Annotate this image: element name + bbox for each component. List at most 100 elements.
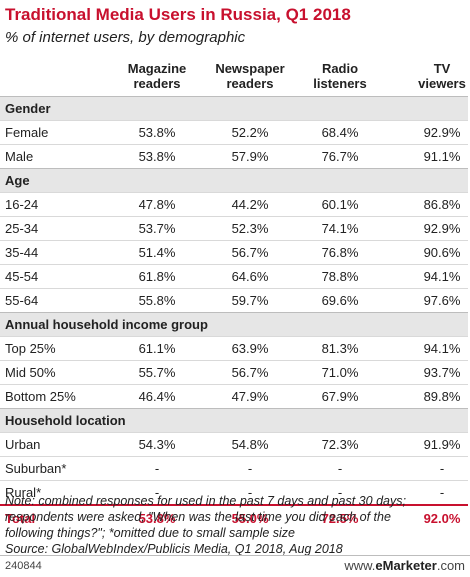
cell-magazine: 55.7% <box>98 360 194 385</box>
section-label: Annual household income group <box>0 312 468 337</box>
cell-newspaper: 63.9% <box>194 336 296 361</box>
cell-tv: 86.8% <box>376 192 468 217</box>
cell-magazine: - <box>98 456 194 481</box>
column-header-newspaper: Newspaper readers <box>194 55 296 97</box>
table-row: Urban 54.3% 54.8% 72.3% 91.9% <box>0 432 468 457</box>
section-header-row: Age <box>0 168 468 193</box>
cell-magazine: 53.8% <box>98 120 194 145</box>
cell-tv: 92.9% <box>376 216 468 241</box>
cell-tv: - <box>376 480 468 505</box>
cell-radio: 71.0% <box>296 360 376 385</box>
chart-note: Note: combined responses for used in the… <box>5 493 467 557</box>
column-header-line: readers <box>133 75 181 91</box>
section-label: Age <box>0 168 468 193</box>
cell-magazine: 61.8% <box>98 264 194 289</box>
cell-tv: 90.6% <box>376 240 468 265</box>
cell-radio: - <box>296 456 376 481</box>
cell-tv: - <box>376 456 468 481</box>
note-line: respondents were asked, "When was the la… <box>5 510 391 524</box>
cell-newspaper: 52.3% <box>194 216 296 241</box>
chart-footer: 240844 www.eMarketer.com <box>0 555 470 577</box>
table-row: Female 53.8% 52.2% 68.4% 92.9% <box>0 120 468 145</box>
cell-newspaper: 59.7% <box>194 288 296 313</box>
chart-title: Traditional Media Users in Russia, Q1 20… <box>5 5 351 24</box>
column-header-line: Radio <box>321 60 359 76</box>
row-label: 45-54 <box>0 264 98 289</box>
row-label-header <box>0 55 98 97</box>
chart-subtitle: % of internet users, by demographic <box>5 29 246 46</box>
section-header-row: Gender <box>0 96 468 121</box>
cell-newspaper: 56.7% <box>194 360 296 385</box>
cell-radio: 67.9% <box>296 384 376 409</box>
cell-magazine: 55.8% <box>98 288 194 313</box>
cell-tv: 97.6% <box>376 288 468 313</box>
cell-radio: 74.1% <box>296 216 376 241</box>
cell-newspaper: 57.9% <box>194 144 296 169</box>
cell-newspaper: 55.0% <box>194 504 296 530</box>
cell-magazine: - <box>98 480 194 505</box>
brand-name: eMarketer <box>375 558 437 573</box>
column-header-line: Magazine <box>127 60 187 76</box>
table-row: Suburban* - - - - <box>0 456 468 481</box>
brand-suffix: .com <box>436 558 465 573</box>
row-label: 55-64 <box>0 288 98 313</box>
row-label: Top 25% <box>0 336 98 361</box>
cell-radio: 81.3% <box>296 336 376 361</box>
row-label: 35-44 <box>0 240 98 265</box>
chart-id: 240844 <box>5 560 42 572</box>
cell-newspaper: - <box>194 456 296 481</box>
cell-tv: 94.1% <box>376 336 468 361</box>
cell-newspaper: 54.8% <box>194 432 296 457</box>
table-row: Top 25% 61.1% 63.9% 81.3% 94.1% <box>0 336 468 361</box>
row-label: Bottom 25% <box>0 384 98 409</box>
table-row: 35-44 51.4% 56.7% 76.8% 90.6% <box>0 240 468 265</box>
brand-prefix: www. <box>344 558 376 573</box>
column-header-line: listeners <box>313 75 367 91</box>
column-header-line: Newspaper <box>215 60 285 76</box>
section-header-row: Annual household income group <box>0 312 468 337</box>
cell-tv: 91.1% <box>376 144 468 169</box>
cell-tv: 93.7% <box>376 360 468 385</box>
cell-magazine: 47.8% <box>98 192 194 217</box>
cell-radio: 78.8% <box>296 264 376 289</box>
cell-magazine: 53.8% <box>98 144 194 169</box>
row-label: Rural* <box>0 480 98 505</box>
note-line: following things?"; *omitted due to smal… <box>5 526 295 540</box>
cell-radio: 72.5% <box>296 504 376 530</box>
column-header-line: readers <box>226 75 274 91</box>
column-header-tv: TV viewers <box>376 55 468 97</box>
table-row: Mid 50% 55.7% 56.7% 71.0% 93.7% <box>0 360 468 385</box>
row-label: Suburban* <box>0 456 98 481</box>
cell-magazine: 53.8% <box>98 504 194 530</box>
cell-tv: 89.8% <box>376 384 468 409</box>
total-row: Total 53.8% 55.0% 72.5% 92.0% <box>0 504 468 530</box>
cell-magazine: 51.4% <box>98 240 194 265</box>
source-line: Source: GlobalWebIndex/Publicis Media, Q… <box>5 542 343 556</box>
cell-magazine: 54.3% <box>98 432 194 457</box>
cell-tv: 91.9% <box>376 432 468 457</box>
cell-radio: 72.3% <box>296 432 376 457</box>
column-header-line: TV <box>433 60 451 76</box>
row-label: Total <box>0 504 98 530</box>
cell-tv: 94.1% <box>376 264 468 289</box>
row-label: Urban <box>0 432 98 457</box>
table-row: 16-24 47.8% 44.2% 60.1% 86.8% <box>0 192 468 217</box>
cell-newspaper: 47.9% <box>194 384 296 409</box>
cell-radio: - <box>296 480 376 505</box>
table-row: Male 53.8% 57.9% 76.7% 91.1% <box>0 144 468 169</box>
data-table: Magazine readers Newspaper readers Radio… <box>0 55 468 530</box>
table-row: 25-34 53.7% 52.3% 74.1% 92.9% <box>0 216 468 241</box>
cell-magazine: 53.7% <box>98 216 194 241</box>
column-header-line: viewers <box>418 75 466 91</box>
row-label: 25-34 <box>0 216 98 241</box>
row-label: 16-24 <box>0 192 98 217</box>
cell-magazine: 61.1% <box>98 336 194 361</box>
column-header-magazine: Magazine readers <box>98 55 194 97</box>
cell-magazine: 46.4% <box>98 384 194 409</box>
row-label: Male <box>0 144 98 169</box>
cell-radio: 60.1% <box>296 192 376 217</box>
cell-radio: 76.7% <box>296 144 376 169</box>
cell-radio: 76.8% <box>296 240 376 265</box>
cell-tv: 92.9% <box>376 120 468 145</box>
table-row: Rural* - - - - <box>0 480 468 505</box>
